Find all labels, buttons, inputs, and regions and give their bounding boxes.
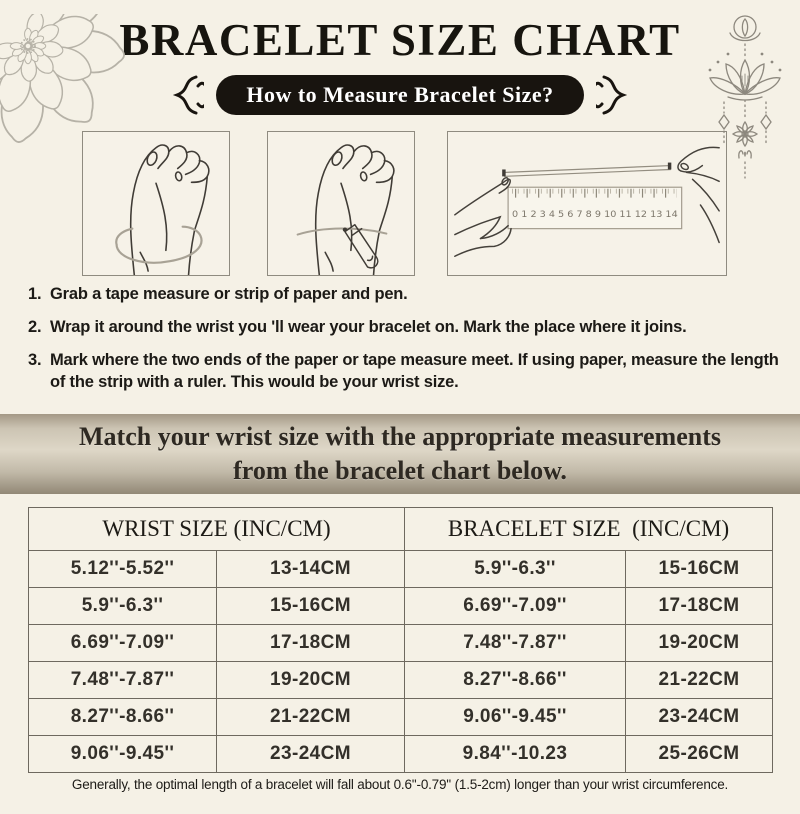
instruction-step-3: 3. Mark where the two ends of the paper …	[28, 349, 788, 393]
page-title: BRACELET SIZE CHART	[119, 15, 681, 65]
table-row: 5.12''-5.52'' 13-14CM 5.9''-6.3'' 15-16CM	[28, 550, 774, 588]
table-cell: 19-20CM	[625, 624, 774, 662]
table-cell: 5.9''-6.3''	[28, 587, 217, 625]
table-cell: 19-20CM	[215, 661, 406, 699]
table-row: 6.69''-7.09'' 17-18CM 7.48''-7.87'' 19-20CM	[28, 624, 774, 662]
table-cell: 21-22CM	[625, 661, 774, 699]
table-cell: 8.27''-8.66''	[28, 698, 217, 736]
table-cell: 15-16CM	[215, 587, 406, 625]
step-text: Grab a tape measure or strip of paper an…	[50, 285, 408, 303]
step-number: 2.	[28, 318, 42, 336]
table-cell: 5.9''-6.3''	[404, 550, 627, 588]
banner-line-1: Match your wrist size with the appropria…	[79, 422, 721, 451]
illustration-strip-and-ruler: 0 1 2 3 4 5 6 7 8 9 10 11 12 13 14	[447, 131, 727, 276]
step-text: Wrap it around the wrist you 'll wear yo…	[50, 318, 687, 336]
wrist-size-header: WRIST SIZE (INC/CM)	[27, 507, 406, 551]
table-row: 5.9''-6.3'' 15-16CM 6.69''-7.09'' 17-18CM	[28, 587, 774, 625]
instruction-step-2: 2. Wrap it around the wrist you 'll wear…	[28, 316, 788, 338]
table-cell: 17-18CM	[215, 624, 406, 662]
illustration-hand-with-tape	[82, 131, 230, 276]
ruler-numbers: 0 1 2 3 4 5 6 7 8 9 10 11 12 13 14	[512, 210, 678, 220]
illustration-hand-with-pen	[267, 131, 415, 276]
table-cell: 15-16CM	[625, 550, 774, 588]
right-squiggle-ornament-icon	[595, 72, 632, 118]
ruler	[507, 186, 683, 230]
table-cell: 17-18CM	[625, 587, 774, 625]
table-row: 9.06''-9.45'' 23-24CM 9.84''-10.23 25-26CM	[28, 735, 774, 773]
table-cell: 23-24CM	[215, 735, 406, 773]
table-row: 8.27''-8.66'' 21-22CM 9.06''-9.45'' 23-24CM	[28, 698, 774, 736]
instruction-step-1: 1. Grab a tape measure or strip of paper…	[28, 283, 788, 305]
footer-note: Generally, the optimal length of a brace…	[71, 777, 729, 792]
table-cell: 8.27''-8.66''	[404, 661, 627, 699]
banner-line-2: from the bracelet chart below.	[233, 456, 567, 485]
bracelet-size-header: BRACELET SIZE (INC/CM)	[404, 507, 774, 551]
step-text: Mark where the two ends of the paper or …	[50, 351, 779, 391]
table-cell: 9.06''-9.45''	[404, 698, 627, 736]
table-cell: 13-14CM	[215, 550, 406, 588]
how-to-measure-header: How to Measure Bracelet Size?	[0, 72, 800, 118]
measuring-instructions: 1. Grab a tape measure or strip of paper…	[0, 283, 800, 393]
step-number: 3.	[28, 351, 42, 369]
table-cell: 5.12''-5.52''	[28, 550, 217, 588]
table-cell: 9.06''-9.45''	[28, 735, 217, 773]
table-cell: 6.69''-7.09''	[28, 624, 217, 662]
table-header-row: WRIST SIZE (INC/CM) BRACELET SIZE (INC/C…	[27, 507, 774, 551]
table-cell: 6.69''-7.09''	[404, 587, 627, 625]
table-cell: 25-26CM	[625, 735, 774, 773]
left-squiggle-ornament-icon	[168, 72, 205, 118]
step-number: 1.	[28, 285, 42, 303]
table-cell: 7.48''-7.87''	[28, 661, 217, 699]
table-cell: 23-24CM	[625, 698, 774, 736]
bracelet-size-chart-page: { "title": "BRACELET SIZE CHART", "pill_…	[0, 14, 800, 814]
table-cell: 7.48''-7.87''	[404, 624, 627, 662]
bracelet-size-table: WRIST SIZE (INC/CM) BRACELET SIZE (INC/C…	[27, 507, 774, 773]
table-cell: 9.84''-10.23	[404, 735, 627, 773]
table-cell: 21-22CM	[215, 698, 406, 736]
how-to-measure-pill: How to Measure Bracelet Size?	[216, 75, 584, 115]
match-size-banner: Match your wrist size with the appropria…	[0, 414, 800, 494]
measuring-steps-illustrations: 0 1 2 3 4 5 6 7 8 9 10 11 12 13 14	[0, 131, 800, 276]
table-row: 7.48''-7.87'' 19-20CM 8.27''-8.66'' 21-22CM	[28, 661, 774, 699]
